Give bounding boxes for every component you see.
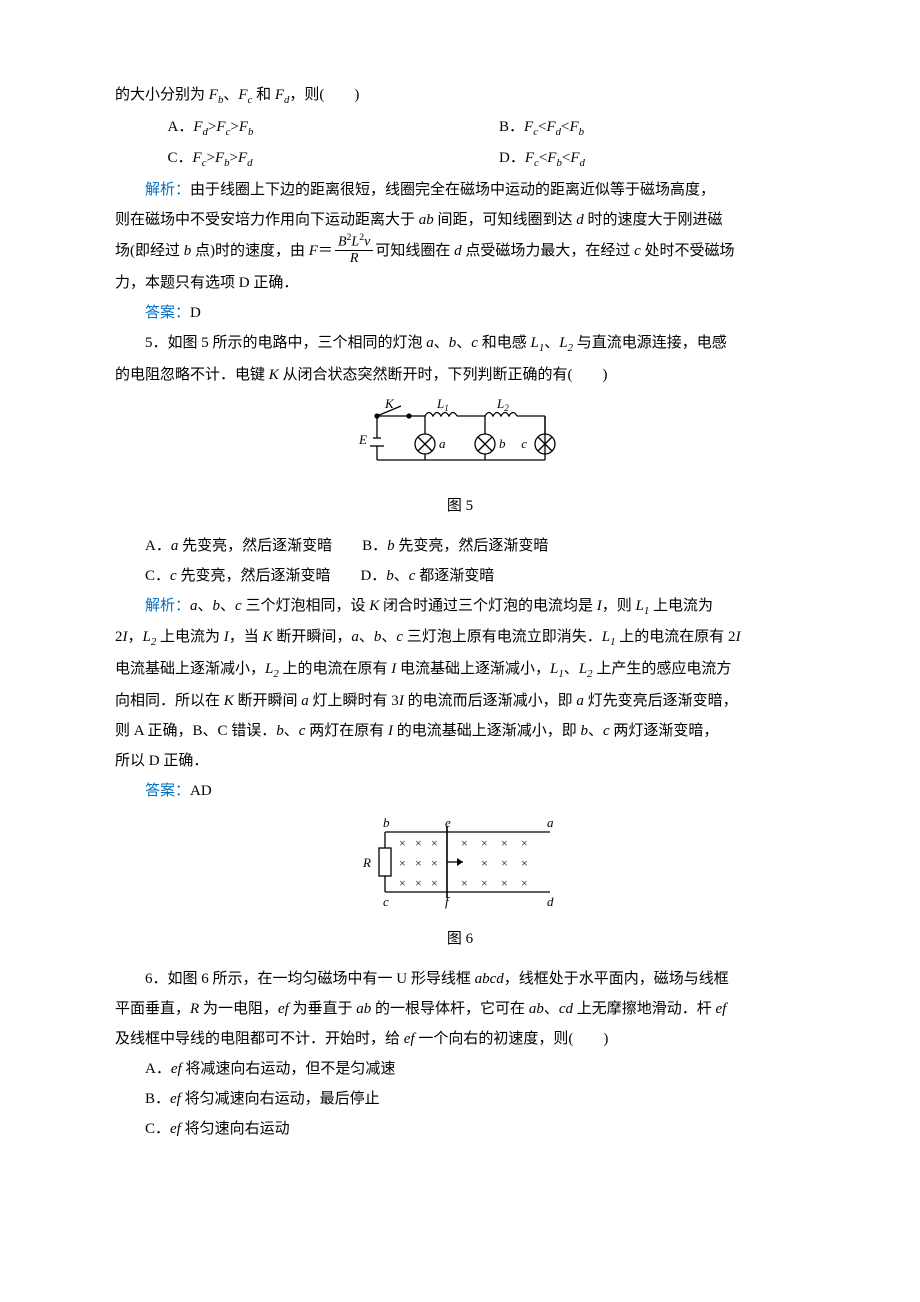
q4-optC: C．Fc>Fb>Fd (168, 143, 500, 175)
q6-stem-l2: 平面垂直，R 为一电阻，ef 为垂直于 ab 的一根导体杆，它可在 ab、cd … (115, 994, 805, 1024)
q5-analysis-l6: 所以 D 正确． (115, 746, 805, 776)
q4-answer: 答案：D (115, 298, 805, 328)
q5-optC-D: C．c 先变亮，然后逐渐变暗 D．b、c 都逐渐变暗 (115, 561, 805, 591)
q4-optA: A．Fd>Fc>Fb (168, 112, 500, 144)
q4-analysis-l2: 则在磁场中不受安培力作用向下运动距离大于 ab 间距，可知线圈到达 d 时的速度… (115, 205, 805, 235)
analysis-label: 解析： (145, 182, 190, 198)
svg-text:×: × (501, 856, 508, 870)
svg-text:×: × (431, 876, 438, 890)
q4-options-row1: A．Fd>Fc>Fb B．Fc<Fd<Fb (115, 112, 805, 144)
q5-analysis-l1: 解析：a、b、c 三个灯泡相同，设 K 闭合时通过三个灯泡的电流均是 I，则 L… (115, 591, 805, 623)
svg-text:×: × (481, 856, 488, 870)
q5-analysis-l3: 电流基础上逐渐减小，L2 上的电流在原有 I 电流基础上逐渐减小，L1、L2 上… (115, 654, 805, 686)
svg-text:×: × (521, 836, 528, 850)
label-e: e (445, 815, 451, 830)
label-c: c (383, 894, 389, 909)
svg-text:×: × (501, 836, 508, 850)
q5-analysis-l2: 2I，L2 上电流为 I，当 K 断开瞬间，a、b、c 三灯泡上原有电流立即消失… (115, 622, 805, 654)
q4-analysis-l4: 力，本题只有选项 D 正确． (115, 268, 805, 298)
q4-analysis-l1: 解析：由于线圈上下边的距离很短，线圈完全在磁场中运动的距离近似等于磁场高度， (115, 175, 805, 205)
q5-optA-B: A．a 先变亮，然后逐渐变暗 B．b 先变亮，然后逐渐变暗 (115, 531, 805, 561)
q5-stem-l2: 的电阻忽略不计．电键 K 从闭合状态突然断开时，下列判断正确的有( ) (115, 360, 805, 390)
svg-text:×: × (415, 856, 422, 870)
svg-text:×: × (415, 876, 422, 890)
circuit-diagram-icon: K L1 L2 E a b c (355, 398, 565, 476)
svg-text:×: × (431, 856, 438, 870)
q4-optB: B．Fc<Fd<Fb (499, 112, 805, 144)
label-f: f (445, 894, 451, 909)
label-b: b (383, 815, 390, 830)
label-b: b (499, 436, 506, 451)
svg-text:×: × (521, 856, 528, 870)
fraction-bllv-r: B2L2vR (335, 233, 373, 266)
q6-caption: 图 6 (115, 924, 805, 954)
label-E: E (358, 432, 367, 447)
q6-optC: C．ef 将匀速向右运动 (115, 1114, 805, 1144)
svg-text:×: × (399, 836, 406, 850)
answer-label: 答案： (145, 305, 190, 321)
svg-text:×: × (415, 836, 422, 850)
q6-optB: B．ef 将匀减速向右运动，最后停止 (115, 1084, 805, 1114)
label-L2: L2 (496, 398, 509, 413)
q5-answer: 答案：AD (115, 776, 805, 806)
label-R: R (362, 855, 371, 870)
svg-text:×: × (461, 876, 468, 890)
q5-stem-l1: 5．如图 5 所示的电路中，三个相同的灯泡 a、b、c 和电感 L1、L2 与直… (115, 328, 805, 360)
svg-text:×: × (521, 876, 528, 890)
q6-optA: A．ef 将减速向右运动，但不是匀减速 (115, 1054, 805, 1084)
q5-caption: 图 5 (115, 491, 805, 521)
svg-text:×: × (399, 876, 406, 890)
answer-label: 答案： (145, 783, 190, 799)
label-c: c (521, 436, 527, 451)
q5-analysis-l5: 则 A 正确，B、C 错误．b、c 两灯在原有 I 的电流基础上逐渐减小，即 b… (115, 716, 805, 746)
svg-text:×: × (431, 836, 438, 850)
label-a: a (547, 815, 554, 830)
rail-diagram-icon: × × × × × × × × × × × × × × × × × × × × b e a c f d R (355, 814, 565, 909)
q6-figure: × × × × × × × × × × × × × × × × × × × × b e a c f d R (115, 814, 805, 920)
svg-text:×: × (461, 836, 468, 850)
label-a: a (439, 436, 446, 451)
svg-text:×: × (481, 876, 488, 890)
q6-stem-l1: 6．如图 6 所示，在一均匀磁场中有一 U 形导线框 abcd，线框处于水平面内… (115, 964, 805, 994)
q6-stem-l3: 及线框中导线的电阻都可不计．开始时，给 ef 一个向右的初速度，则( ) (115, 1024, 805, 1054)
analysis-label: 解析： (145, 598, 190, 614)
svg-text:×: × (481, 836, 488, 850)
label-d: d (547, 894, 554, 909)
q5-figure: K L1 L2 E a b c (115, 398, 805, 487)
q4-intro: 的大小分别为 Fb、Fc 和 Fd，则( ) (115, 80, 805, 112)
q5-analysis-l4: 向相同．所以在 K 断开瞬间 a 灯上瞬时有 3I 的电流而后逐渐减小，即 a … (115, 686, 805, 716)
q4-options-row2: C．Fc>Fb>Fd D．Fc<Fb<Fd (115, 143, 805, 175)
q4-analysis-l3: 场(即经过 b 点)时的速度，由 F＝B2L2vR可知线圈在 d 点受磁场力最大… (115, 235, 805, 268)
q4-optD: D．Fc<Fb<Fd (499, 143, 805, 175)
label-L1: L1 (436, 398, 449, 413)
label-K: K (384, 398, 395, 411)
svg-text:×: × (501, 876, 508, 890)
answer-value: D (190, 305, 201, 321)
svg-text:×: × (399, 856, 406, 870)
answer-value: AD (190, 783, 212, 799)
